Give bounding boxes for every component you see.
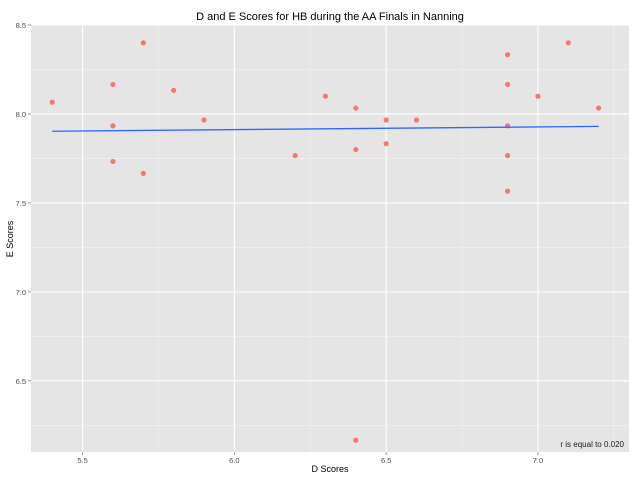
x-tick-label: 7.0: [533, 456, 543, 465]
x-axis-title: D Scores: [311, 464, 349, 474]
data-point: [140, 40, 146, 46]
y-axis-ticks: 6.5 7.0 7.5 8.0 8.5: [16, 21, 31, 386]
y-tick-label: 7.0: [16, 288, 26, 297]
data-point: [504, 188, 511, 194]
data-point: [292, 152, 298, 159]
x-tick-label: 5.5: [77, 456, 87, 465]
data-points: [49, 40, 602, 443]
data-point: [504, 152, 511, 159]
y-axis-title: E Scores: [5, 220, 15, 257]
data-point: [110, 123, 116, 129]
chart-title: D and E Scores for HB during the AA Fina…: [196, 11, 464, 23]
trend-line: [52, 125, 599, 132]
x-tick-label: 6.0: [229, 456, 239, 465]
data-point: [171, 87, 177, 93]
data-point: [353, 437, 359, 443]
minor-gridlines: [31, 25, 629, 452]
y-tick-label: 7.5: [16, 199, 26, 208]
data-point: [201, 117, 207, 123]
data-point: [322, 93, 329, 99]
y-tick-label: 8.0: [16, 110, 26, 119]
data-point: [383, 117, 389, 123]
data-point: [353, 146, 359, 153]
data-point: [110, 81, 116, 88]
data-point: [504, 52, 511, 58]
y-tick-label: 6.5: [16, 377, 26, 386]
data-point: [110, 158, 116, 165]
data-point: [140, 170, 146, 176]
data-point: [596, 105, 602, 111]
data-point: [383, 141, 389, 147]
data-point: [353, 105, 359, 111]
data-point: [565, 40, 571, 46]
correlation-annotation: r is equal to 0.020: [560, 440, 624, 449]
plot-panel: [31, 25, 629, 452]
x-axis-ticks: 5.5 6.0 6.5 7.0: [77, 452, 543, 465]
data-point: [535, 93, 541, 99]
data-point: [413, 117, 420, 123]
x-tick-label: 6.5: [381, 456, 391, 465]
y-tick-label: 8.5: [16, 21, 26, 30]
data-point: [49, 99, 55, 105]
data-point: [504, 81, 511, 88]
major-gridlines: [31, 24, 629, 452]
